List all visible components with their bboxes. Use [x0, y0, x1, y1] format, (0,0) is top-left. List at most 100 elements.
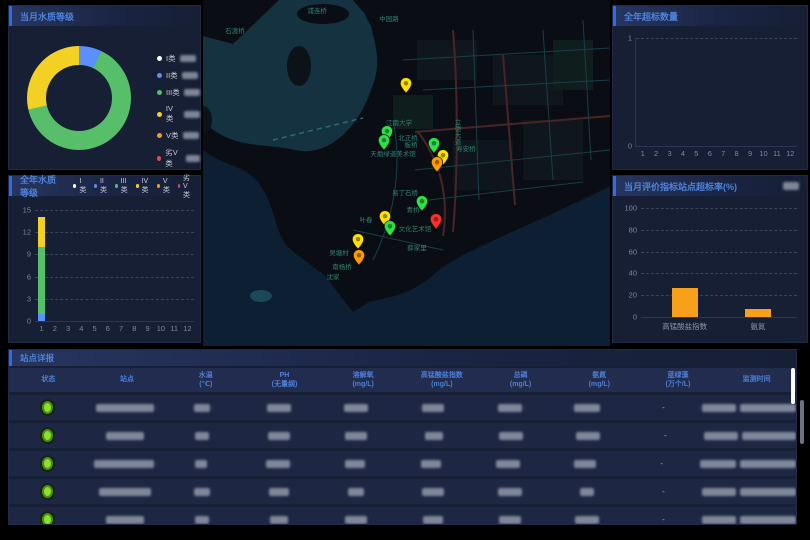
x-tick-label: 4	[79, 324, 83, 333]
map-place-label: 沈家	[327, 271, 340, 281]
map-station-pin-icon[interactable]	[353, 249, 366, 267]
table-row[interactable]: -	[9, 479, 796, 504]
table-row[interactable]: -	[9, 423, 796, 448]
redacted-value	[740, 488, 796, 496]
redacted-value	[269, 488, 289, 496]
redacted-value	[576, 432, 600, 440]
column-name: 高锰酸盐指数	[403, 371, 482, 380]
status-normal-dot	[42, 513, 53, 525]
legend-item[interactable]: 劣V类	[157, 147, 200, 169]
cell-value: -	[662, 403, 665, 412]
legend-dot	[157, 112, 162, 117]
gridline	[35, 277, 194, 278]
map-place-label: 立德大道	[451, 119, 461, 145]
table-cell	[86, 460, 163, 468]
column-header: 蓝绿藻(万个/L)	[639, 371, 718, 390]
map-station-pin-icon[interactable]	[430, 213, 443, 231]
table-cell	[393, 460, 470, 468]
dashboard: 当月水质等级 I类II类III类IV类V类劣V类 全年水质等级 I类II类III…	[0, 0, 810, 540]
table-cell	[472, 432, 549, 440]
map-place-label: 文化艺术馆	[399, 223, 432, 233]
table-scrollbar-thumb[interactable]	[791, 368, 795, 404]
table-cell	[394, 516, 471, 524]
column-unit: (无量纲)	[245, 380, 324, 389]
legend-item[interactable]: V类	[157, 178, 171, 195]
rate-bar-label: 氨氮	[751, 321, 766, 332]
rate-filter-chip[interactable]	[783, 182, 799, 190]
legend-label: III类	[166, 87, 180, 98]
donut-legend: I类 II类 III类 IV类 V类劣V类	[157, 53, 200, 169]
y-tick-label: 0	[11, 317, 31, 326]
panel-title-bar: 全年超标数量	[613, 6, 807, 26]
legend-value-redacted	[186, 155, 200, 162]
table-cell	[546, 460, 623, 468]
table-cell: -	[627, 431, 704, 440]
cell-value: -	[660, 459, 663, 468]
column-name: 监测时间	[717, 375, 796, 384]
legend-dot	[94, 184, 97, 188]
map-station-pin-icon[interactable]	[400, 77, 413, 95]
legend-dot	[136, 184, 139, 188]
y-tick-label: 9	[11, 250, 31, 259]
x-tick-label: 1	[641, 149, 645, 158]
gridline	[636, 38, 797, 39]
legend-dot	[157, 184, 160, 188]
map-station-pin-icon[interactable]	[431, 156, 444, 174]
station-map[interactable]: 石渡桥浦连桥中园路江南大学北正桥板桥天烟绿道美术馆立德大道寿安桥易丁石桥青桥叶春…	[203, 0, 610, 346]
map-station-pin-icon[interactable]	[416, 195, 429, 213]
redacted-value	[742, 432, 796, 440]
redacted-value	[195, 432, 209, 440]
legend-item[interactable]: III类	[115, 178, 129, 195]
stacked-bar-segment[interactable]	[38, 314, 45, 321]
table-title-bar: 站点详报	[9, 350, 796, 366]
legend-item[interactable]: IV类	[157, 104, 200, 124]
gridline	[35, 210, 194, 211]
legend-item[interactable]: I类	[157, 53, 200, 64]
yearly-stacked-bar-chart: 03691215123456789101112	[35, 210, 194, 322]
legend-dot	[115, 184, 118, 188]
map-place-label: 易丁石桥	[392, 187, 418, 197]
table-cell	[9, 429, 86, 442]
table-cell	[241, 432, 318, 440]
map-station-pin-icon[interactable]	[378, 134, 391, 152]
table-row[interactable]: -	[9, 507, 796, 525]
legend-dot	[157, 133, 162, 138]
stacked-bar-segment[interactable]	[38, 247, 45, 314]
map-station-pin-icon[interactable]	[384, 220, 397, 238]
panel-title-bar: 当月水质等级	[9, 6, 200, 26]
rate-bar[interactable]	[672, 288, 698, 317]
map-place-label: 薛家里	[407, 242, 427, 252]
table-row[interactable]: -	[9, 451, 796, 476]
legend-value-redacted	[182, 72, 198, 79]
table-cell	[163, 516, 240, 524]
stacked-bar-segment[interactable]	[38, 217, 45, 247]
legend-label: II类	[100, 178, 108, 195]
x-tick-label: 3	[667, 149, 671, 158]
table-cell	[548, 488, 625, 496]
legend-item[interactable]: V类	[157, 130, 200, 141]
legend-item[interactable]: II类	[94, 178, 108, 195]
gridline	[641, 230, 797, 231]
page-scrollbar-thumb[interactable]	[800, 400, 804, 444]
rate-bar[interactable]	[745, 309, 771, 317]
y-tick-label: 12	[11, 228, 31, 237]
redacted-value	[423, 516, 443, 524]
legend-item[interactable]: III类	[157, 87, 200, 98]
legend-label: V类	[163, 178, 171, 195]
cell-value: -	[662, 487, 665, 496]
table-cell: -	[625, 487, 702, 496]
legend-item[interactable]: IV类	[136, 178, 150, 195]
redacted-value	[266, 460, 290, 468]
redacted-value	[740, 516, 796, 524]
redacted-value	[702, 488, 736, 496]
gridline	[641, 295, 797, 296]
y-tick-label: 3	[11, 294, 31, 303]
table-row[interactable]: -	[9, 395, 796, 420]
legend-value-redacted	[184, 111, 200, 118]
column-unit: (mg/L)	[324, 380, 403, 389]
legend-item[interactable]: II类	[157, 70, 200, 81]
table-cell	[395, 432, 472, 440]
legend-item[interactable]: I类	[73, 178, 87, 195]
legend-label: II类	[166, 70, 178, 81]
table-cell	[239, 460, 316, 468]
